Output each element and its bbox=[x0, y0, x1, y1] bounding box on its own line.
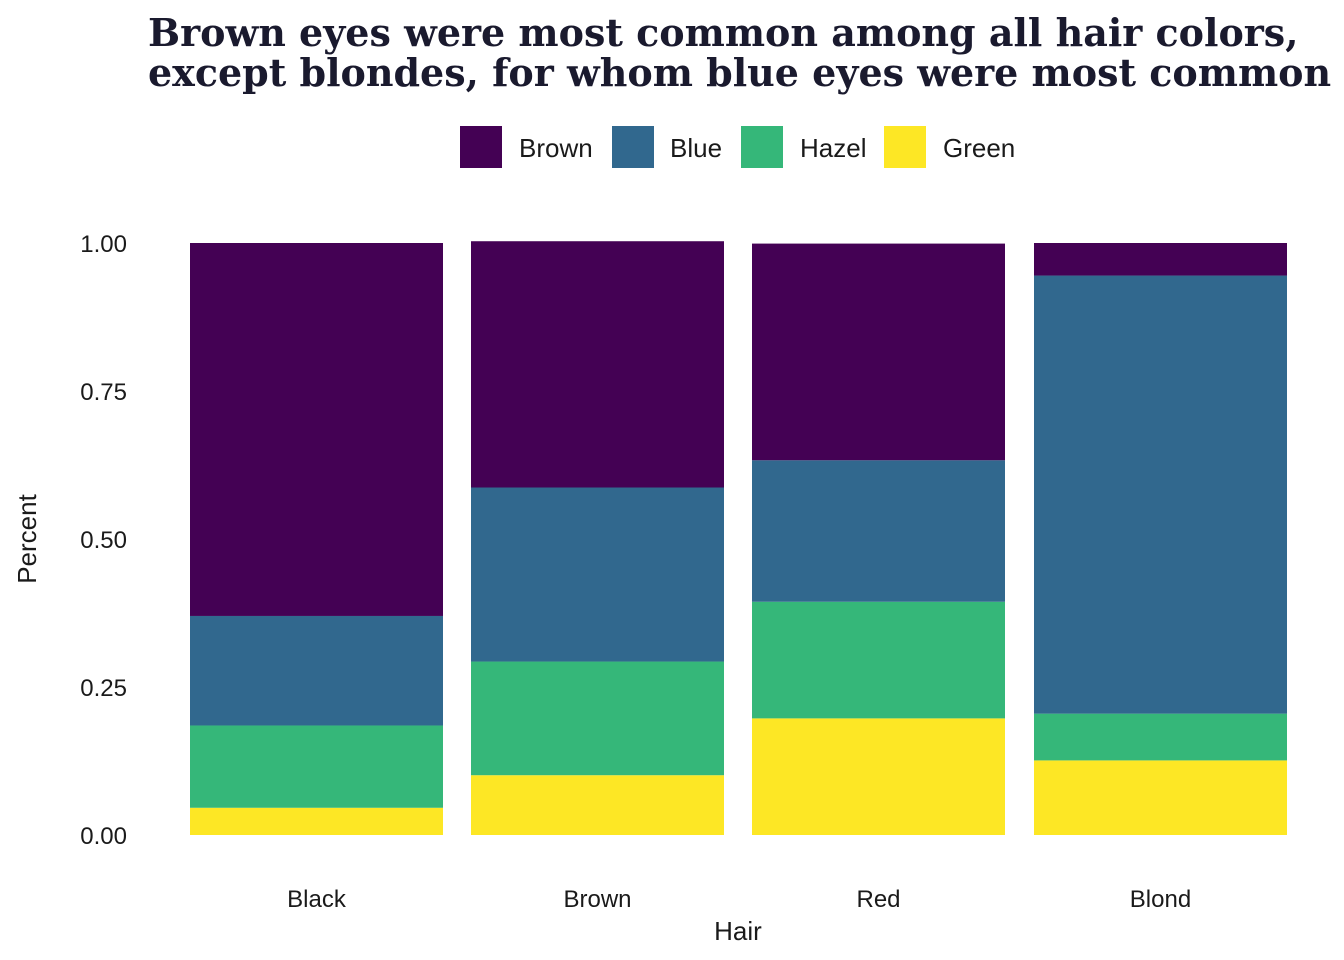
legend-label-green: Green bbox=[943, 133, 1015, 163]
bars bbox=[190, 241, 1287, 835]
legend-label-brown: Brown bbox=[519, 133, 593, 163]
y-tick-label: 1.00 bbox=[80, 231, 127, 258]
bar-red-blue bbox=[752, 460, 1005, 602]
bar-black-hazel bbox=[190, 725, 443, 808]
bar-brown-blue bbox=[471, 487, 724, 662]
bar-black-green bbox=[190, 807, 443, 835]
bar-black-brown bbox=[190, 243, 443, 616]
bar-red-hazel bbox=[752, 601, 1005, 719]
bar-black-blue bbox=[190, 615, 443, 726]
legend-label-blue: Blue bbox=[670, 133, 722, 163]
chart-title-line-1: Brown eyes were most common among all ha… bbox=[148, 10, 1298, 55]
legend-swatch-hazel bbox=[741, 126, 783, 168]
x-tick-label-red: Red bbox=[856, 886, 900, 913]
x-tick-label-black: Black bbox=[287, 886, 347, 913]
y-axis-ticks: 0.00 0.25 0.50 0.75 1.00 bbox=[80, 231, 127, 850]
legend-item-brown: Brown bbox=[460, 126, 593, 168]
x-tick-label-brown: Brown bbox=[563, 886, 631, 913]
x-axis-title: Hair bbox=[714, 916, 762, 946]
bar-brown-hazel bbox=[471, 661, 724, 776]
x-axis-ticks: Black Brown Red Blond bbox=[287, 886, 1191, 913]
bar-brown-green bbox=[471, 775, 724, 835]
x-tick-label-blond: Blond bbox=[1130, 886, 1191, 913]
bar-brown-brown bbox=[471, 241, 724, 488]
y-tick-label: 0.00 bbox=[80, 823, 127, 850]
bar-blond-blue bbox=[1034, 275, 1287, 714]
legend-label-hazel: Hazel bbox=[800, 133, 866, 163]
legend-swatch-green bbox=[884, 126, 926, 168]
y-axis-title: Percent bbox=[12, 493, 42, 583]
bar-blond-brown bbox=[1034, 243, 1287, 276]
bar-red-brown bbox=[752, 243, 1005, 461]
legend: Brown Blue Hazel Green bbox=[460, 126, 1015, 168]
y-tick-label: 0.50 bbox=[80, 527, 127, 554]
chart-title-line-2: except blondes, for whom blue eyes were … bbox=[148, 50, 1331, 95]
legend-item-green: Green bbox=[884, 126, 1015, 168]
legend-swatch-blue bbox=[612, 126, 654, 168]
bar-blond-green bbox=[1034, 760, 1287, 835]
chart-title: Brown eyes were most common among all ha… bbox=[148, 10, 1331, 95]
bar-red-green bbox=[752, 718, 1005, 835]
y-tick-label: 0.75 bbox=[80, 379, 127, 406]
bar-blond-hazel bbox=[1034, 713, 1287, 761]
legend-swatch-brown bbox=[460, 126, 502, 168]
legend-item-blue: Blue bbox=[612, 126, 722, 168]
legend-item-hazel: Hazel bbox=[741, 126, 866, 168]
y-tick-label: 0.25 bbox=[80, 675, 127, 702]
